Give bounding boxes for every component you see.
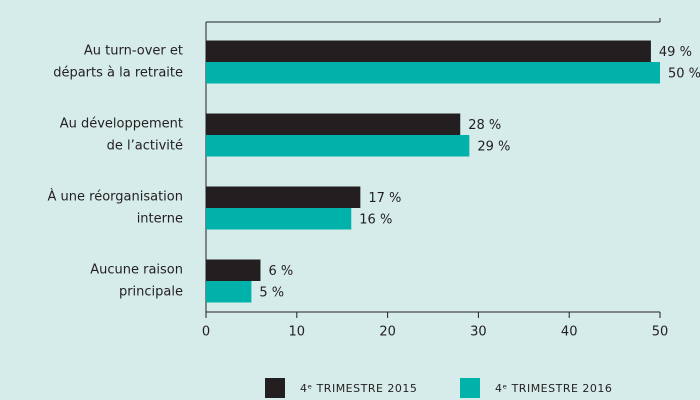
- x-tick-label: 10: [289, 325, 306, 340]
- value-label: 5 %: [259, 285, 284, 300]
- value-label: 50 %: [668, 66, 700, 81]
- category-label: de l’activité: [107, 139, 183, 154]
- value-label: 28 %: [468, 118, 501, 133]
- bar: [206, 135, 470, 157]
- x-tick-label: 20: [379, 325, 396, 340]
- category-label: À une réorganisation: [48, 189, 183, 205]
- legend-label: 4ᵉ TRIMESTRE 2016: [495, 382, 612, 395]
- category-label: interne: [137, 212, 183, 227]
- value-label: 17 %: [368, 191, 401, 206]
- category-label: principale: [119, 285, 183, 300]
- bar: [206, 40, 651, 62]
- value-label: 6 %: [268, 264, 293, 279]
- bar: [206, 113, 461, 135]
- legend-swatch: [265, 378, 285, 398]
- bar: [206, 186, 361, 208]
- category-label: Au développement: [60, 117, 183, 132]
- legend-swatch: [460, 378, 480, 398]
- category-label: départs à la retraite: [53, 66, 183, 81]
- bar: [206, 259, 261, 281]
- value-label: 49 %: [659, 45, 692, 60]
- category-label: Au turn-over et: [84, 44, 183, 59]
- bar: [206, 62, 660, 84]
- value-label: 29 %: [477, 139, 510, 154]
- x-tick-label: 30: [470, 325, 487, 340]
- value-label: 16 %: [359, 212, 392, 227]
- x-tick-label: 0: [202, 325, 210, 340]
- category-label: Aucune raison: [90, 263, 183, 278]
- bar: [206, 281, 252, 303]
- legend-label: 4ᵉ TRIMESTRE 2015: [300, 382, 417, 395]
- bar: [206, 208, 352, 230]
- x-tick-label: 40: [561, 325, 578, 340]
- x-tick-label: 50: [652, 325, 669, 340]
